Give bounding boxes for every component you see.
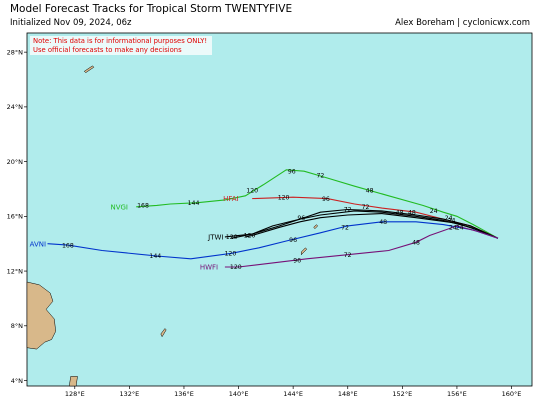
model-label-avni: AVNI: [30, 240, 46, 248]
forecast-hour-label: 72: [344, 252, 352, 259]
lon-tick-label: 140°E: [229, 390, 249, 398]
forecast-hour-label: 168: [137, 203, 149, 210]
forecast-hour-label: 24: [448, 218, 456, 225]
ocean-background: [26, 32, 533, 387]
lat-tick-label: 16°N: [7, 213, 24, 221]
forecast-hour-label: 24: [449, 225, 457, 232]
land-saipan: [313, 224, 319, 230]
forecast-hour-label: 120: [230, 264, 242, 271]
lon-tick-label: 156°E: [447, 390, 467, 398]
forecast-hour-label: 24: [445, 215, 453, 222]
disclaimer-line-1: Note: This data is for informational pur…: [33, 37, 208, 45]
lon-tick-label: 152°E: [392, 390, 412, 398]
disclaimer-line-2: Use official forecasts to make any decis…: [33, 45, 182, 54]
model-label-nvgi: NVGI: [110, 203, 128, 211]
model-label-hwfi: HWFI: [200, 264, 218, 272]
forecast-hour-label: 24: [430, 208, 438, 215]
forecast-hour-label: 72: [344, 207, 352, 214]
page-title: Model Forecast Tracks for Tropical Storm…: [10, 3, 293, 15]
model-label-jtwi: JTWI: [207, 234, 223, 242]
land-palau: [160, 328, 167, 338]
lat-tick-label: 4°N: [11, 377, 23, 385]
forecast-hour-label: 72: [341, 225, 349, 232]
forecast-hour-label: 144: [188, 200, 200, 207]
forecast-hour-label: 48: [412, 240, 420, 247]
forecast-hour-label: 96: [322, 196, 330, 203]
track-nvgi-0: [136, 169, 499, 239]
lat-tick-label: 24°N: [7, 103, 24, 111]
forecast-hour-label: 120: [246, 188, 258, 195]
label-layer: 24 48 72 96 120 144 168 24 48 72 96 120 120 120 24 48 72…: [30, 168, 464, 271]
forecast-hour-label: 48: [396, 209, 404, 216]
credit-label: Alex Boreham | cyclonicwx.com: [395, 18, 530, 28]
forecast-hour-label: 48: [379, 219, 387, 226]
lon-tick-label: 132°E: [120, 390, 140, 398]
lat-tick-label: 28°N: [7, 49, 24, 57]
axis-layer: 128°E 132°E 136°E 140°E 144°E 148°E 152°E 156°E…: [7, 49, 522, 399]
forecast-hour-label: 48: [366, 188, 374, 195]
land-halmahera: [69, 376, 78, 387]
forecast-hour-label: 96: [293, 257, 301, 264]
forecast-hour-label: 72: [362, 204, 370, 211]
lat-tick-label: 20°N: [7, 158, 24, 166]
land-layer: [26, 65, 319, 387]
forecast-hour-label: 144: [149, 253, 161, 260]
forecast-hour-label: 96: [297, 215, 305, 222]
forecast-hour-label: 120: [244, 233, 256, 240]
land-bonin-island: [83, 65, 95, 74]
track-jtwi-4: [224, 210, 499, 239]
forecast-hour-label: 120: [224, 251, 236, 258]
lat-tick-label: 12°N: [7, 267, 24, 275]
lon-tick-label: 144°E: [283, 390, 303, 398]
lon-tick-label: 148°E: [338, 390, 358, 398]
forecast-hour-label: 48: [408, 209, 416, 216]
track-hwfi-6: [224, 225, 499, 268]
track-jtwi-3: [231, 208, 499, 239]
initialized-time: Initialized Nov 09, 2024, 06z: [10, 18, 132, 28]
forecast-hour-label: 120: [226, 234, 238, 241]
disclaimer-note: Note: This data is for informational pur…: [30, 36, 212, 56]
forecast-hour-label: 120: [278, 194, 290, 201]
lon-tick-label: 128°E: [65, 390, 85, 398]
lon-tick-label: 136°E: [174, 390, 194, 398]
forecast-hour-label: 24: [456, 225, 464, 232]
track-layer: [47, 169, 499, 268]
track-avni-5: [47, 221, 499, 260]
land-guam: [301, 247, 308, 256]
land-luzon-south-coast: [26, 281, 56, 350]
lat-tick-label: 8°N: [11, 322, 23, 330]
model-label-hfai: HFAI: [223, 195, 239, 203]
forecast-hour-label: 96: [289, 237, 297, 244]
forecast-hour-label: 96: [288, 168, 296, 175]
lon-tick-label: 160°E: [502, 390, 522, 398]
forecast-hour-label: 72: [316, 173, 324, 180]
forecast-hour-label: 168: [62, 242, 74, 249]
